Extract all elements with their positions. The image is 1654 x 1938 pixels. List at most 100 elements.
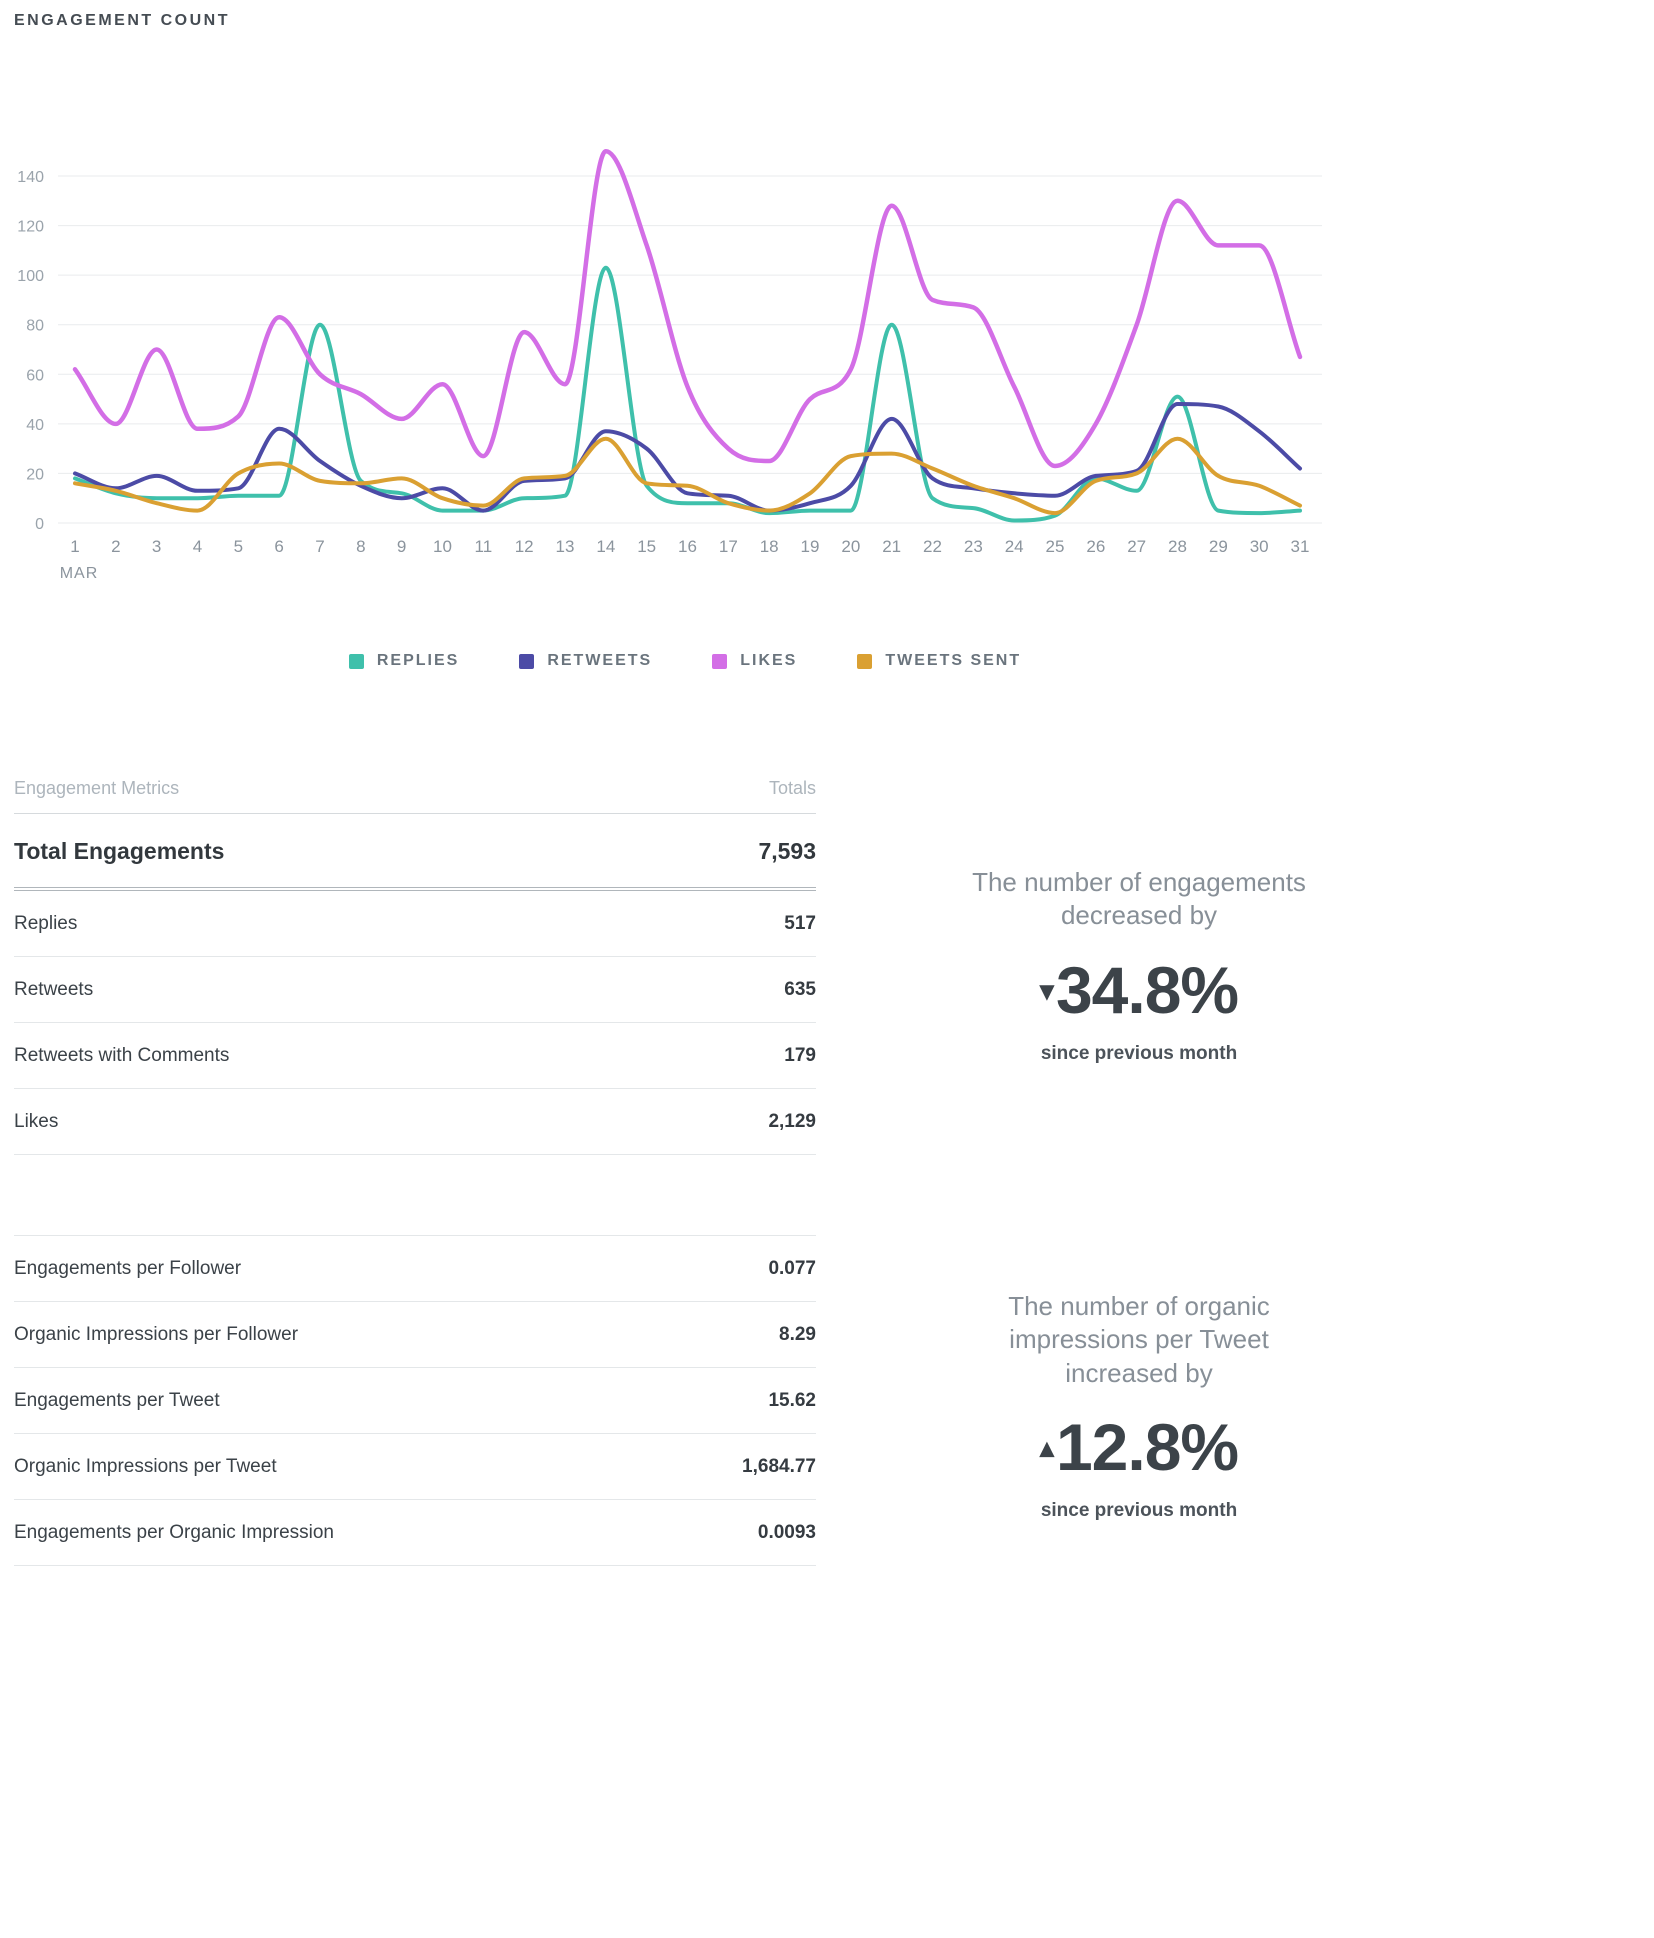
x-axis-tick-label: 19 xyxy=(801,537,820,556)
engagements-change-callout: The number of engagements decreased by ▾… xyxy=(956,866,1322,1065)
legend-label-replies: REPLIES xyxy=(376,652,460,669)
row-label: Replies xyxy=(14,912,78,934)
total-engagements-value: 7,593 xyxy=(758,838,816,864)
legend-item-replies[interactable]: REPLIES xyxy=(348,652,460,670)
arrow-up-icon: ▴ xyxy=(1039,1431,1054,1463)
x-axis-tick-label: 10 xyxy=(433,537,452,556)
x-axis-tick-label: 28 xyxy=(1168,537,1187,556)
row-label: Engagements per Organic Impression xyxy=(14,1521,334,1543)
engagement-ratios-group: Engagements per Follower 0.077 Organic I… xyxy=(14,1235,816,1566)
row-value: 0.077 xyxy=(768,1257,816,1279)
replies-swatch-icon xyxy=(348,653,364,669)
row-value: 15.62 xyxy=(768,1389,816,1411)
table-row: Organic Impressions per Follower 8.29 xyxy=(14,1302,816,1368)
x-axis-tick-label: 25 xyxy=(1046,537,1065,556)
row-value: 8.29 xyxy=(779,1323,816,1345)
x-axis-tick-label: 4 xyxy=(193,537,202,556)
callout-percent: 12.8% xyxy=(1055,1409,1239,1484)
page-title: ENGAGEMENT COUNT xyxy=(14,12,230,29)
likes-swatch-icon xyxy=(712,653,728,669)
y-axis-tick-label: 60 xyxy=(26,367,44,384)
y-axis-tick-label: 100 xyxy=(17,268,44,285)
x-axis-tick-label: 13 xyxy=(556,537,575,556)
table-spacer xyxy=(14,1155,816,1235)
x-axis-tick-label: 6 xyxy=(274,537,283,556)
x-axis-tick-label: 30 xyxy=(1250,537,1269,556)
table-row: Engagements per Tweet 15.62 xyxy=(14,1368,816,1434)
table-header: Engagement Metrics Totals xyxy=(14,770,816,814)
series-line-likes xyxy=(72,148,1303,469)
retweets-swatch-icon xyxy=(519,653,535,669)
x-axis-tick-label: 26 xyxy=(1086,537,1105,556)
series-line-replies xyxy=(73,265,1302,523)
table-row: Organic Impressions per Tweet 1,684.77 xyxy=(14,1434,816,1500)
series-line-tweets-sent xyxy=(73,436,1302,516)
x-axis-tick-label: 24 xyxy=(1005,537,1024,556)
legend-item-retweets[interactable]: RETWEETS xyxy=(519,652,652,670)
total-engagements-label: Total Engagements xyxy=(14,838,225,864)
row-value: 179 xyxy=(784,1044,816,1066)
x-axis-tick-label: 31 xyxy=(1291,537,1310,556)
y-axis-tick-label: 120 xyxy=(17,219,44,236)
row-value: 635 xyxy=(784,978,816,1000)
legend-label-tweets-sent: TWEETS SENT xyxy=(885,652,1022,669)
row-value: 2,129 xyxy=(768,1110,816,1132)
x-axis-tick-label: 22 xyxy=(923,537,942,556)
table-row: Retweets 635 xyxy=(14,957,816,1023)
y-axis-tick-label: 80 xyxy=(26,318,44,335)
legend-item-likes[interactable]: LIKES xyxy=(712,652,797,670)
x-axis-tick-label: 27 xyxy=(1127,537,1146,556)
legend-item-tweets-sent[interactable]: TWEETS SENT xyxy=(857,652,1021,670)
arrow-down-icon: ▾ xyxy=(1039,974,1054,1006)
x-axis-tick-label: 15 xyxy=(637,537,656,556)
impressions-change-callout: The number of organic impressions per Tw… xyxy=(956,1290,1322,1522)
x-axis-tick-label: 7 xyxy=(315,537,324,556)
x-axis-tick-label: 17 xyxy=(719,537,738,556)
x-axis-tick-label: 3 xyxy=(152,537,161,556)
callout-text: The number of engagements decreased by xyxy=(972,867,1306,931)
callout-caption: since previous month xyxy=(1040,1499,1238,1521)
chart-legend: REPLIES RETWEETS LIKES TWEETS SENT xyxy=(0,652,1370,670)
row-label: Organic Impressions per Tweet xyxy=(14,1455,277,1477)
x-axis-tick-label: 12 xyxy=(515,537,534,556)
x-axis-tick-label: 21 xyxy=(882,537,901,556)
table-row: Engagements per Organic Impression 0.009… xyxy=(14,1500,816,1566)
table-row: Replies 517 xyxy=(14,891,816,957)
table-row: Engagements per Follower 0.077 xyxy=(14,1236,816,1302)
x-axis-tick-label: 8 xyxy=(356,537,365,556)
x-axis-tick-label: 1 xyxy=(70,537,79,556)
table-header-metrics: Engagement Metrics xyxy=(14,778,180,798)
x-axis-tick-label: 29 xyxy=(1209,537,1228,556)
callout-value: ▴12.8% xyxy=(956,1414,1322,1480)
x-axis-tick-label: 2 xyxy=(111,537,120,556)
tweets-sent-swatch-icon xyxy=(857,653,873,669)
x-axis-tick-label: 20 xyxy=(841,537,860,556)
x-axis-tick-label: 23 xyxy=(964,537,983,556)
callout-percent: 34.8% xyxy=(1055,952,1239,1027)
table-row: Likes 2,129 xyxy=(14,1089,816,1155)
callout-text: The number of organic impressions per Tw… xyxy=(1008,1291,1270,1388)
legend-label-retweets: RETWEETS xyxy=(547,652,653,669)
row-label: Engagements per Tweet xyxy=(14,1389,220,1411)
engagement-metrics-table: Engagement Metrics Totals Total Engageme… xyxy=(14,770,816,1566)
callout-value: ▾34.8% xyxy=(956,957,1322,1023)
table-row: Retweets with Comments 179 xyxy=(14,1023,816,1089)
engagement-counts-group: Replies 517 Retweets 635 Retweets with C… xyxy=(14,891,816,1155)
legend-label-likes: LIKES xyxy=(740,652,798,669)
row-label: Likes xyxy=(14,1110,59,1132)
table-row-total-engagements: Total Engagements 7,593 xyxy=(14,814,816,891)
x-axis-tick-label: 11 xyxy=(475,537,493,556)
x-axis-tick-label: 5 xyxy=(234,537,243,556)
y-axis-tick-label: 0 xyxy=(35,516,44,533)
row-label: Engagements per Follower xyxy=(14,1257,242,1279)
y-axis-tick-label: 140 xyxy=(17,169,44,186)
x-axis-tick-label: 16 xyxy=(678,537,697,556)
row-value: 0.0093 xyxy=(757,1521,816,1543)
x-axis-tick-label: 9 xyxy=(397,537,406,556)
row-value: 517 xyxy=(784,912,816,934)
x-axis-month-label: MAR xyxy=(60,565,99,582)
series-line-retweets xyxy=(73,402,1302,513)
row-label: Retweets xyxy=(14,978,94,1000)
callout-caption: since previous month xyxy=(1040,1042,1238,1064)
table-header-totals: Totals xyxy=(768,778,816,798)
